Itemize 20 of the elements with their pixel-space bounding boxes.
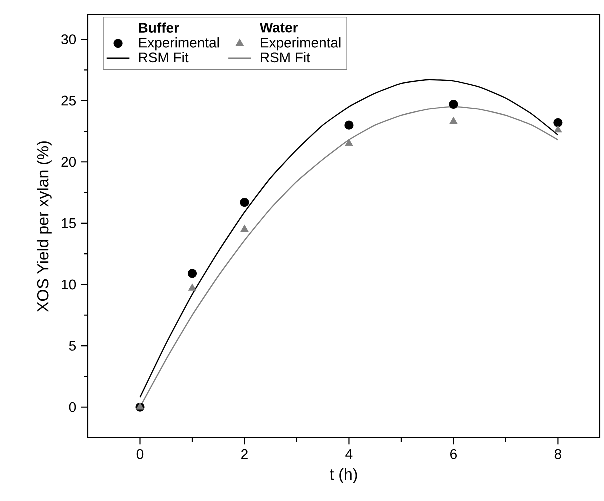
annotation: Water [260,22,298,33]
x-tick-label: 4 [346,449,353,460]
y-axis-title: XOS Yield per xylan (%) [36,142,52,312]
y-tick-label: 20 [62,157,76,168]
y-tick-label: 0 [69,402,76,412]
y-tick-label: 30 [62,34,76,44]
legend-label: RSM Fit [139,52,189,63]
x-tick-label: 2 [242,449,248,460]
x-tick-label: 6 [450,449,457,460]
legend-label: Experimental [261,38,341,51]
x-axis-title: t (h) [330,468,358,484]
legend-label: RSM Fit [261,52,310,63]
y-tick-label: 15 [62,218,76,228]
x-tick-label: 8 [554,449,562,460]
y-tick-label: 10 [62,280,76,290]
x-tick-label: 0 [136,449,144,460]
y-tick-label: 25 [62,96,76,106]
legend-label: Experimental [139,38,220,51]
annotation: Buffer [139,22,180,34]
y-tick-label: 5 [69,341,76,351]
